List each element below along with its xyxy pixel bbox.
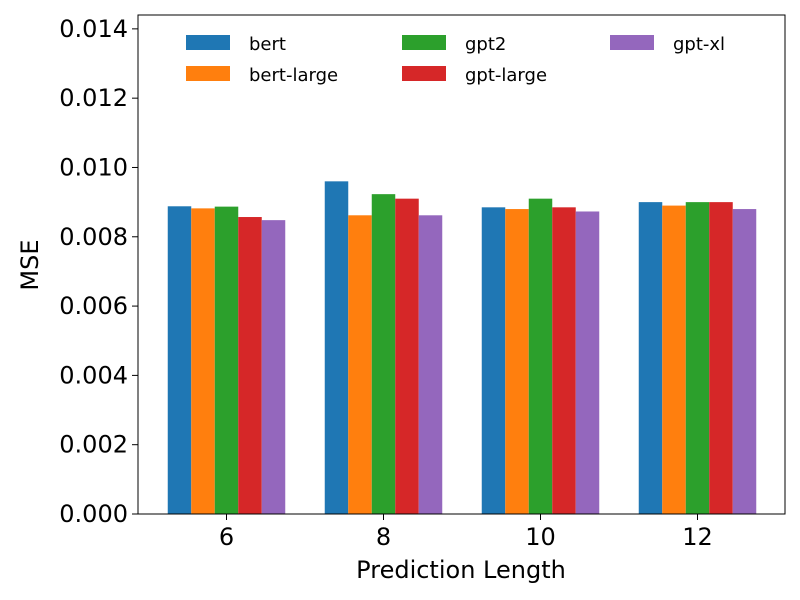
- legend-label-bert-large: bert-large: [249, 65, 338, 86]
- y-tick-label: 0.008: [59, 223, 128, 251]
- bar-gpt-large-10: [552, 207, 576, 514]
- x-axis-label: Prediction Length: [356, 556, 566, 584]
- bar-bert-8: [324, 181, 349, 515]
- bar-bert-6: [167, 206, 192, 515]
- y-tick-label: 0.002: [59, 431, 128, 459]
- y-tick-label: 0.000: [59, 500, 128, 528]
- bar-gpt-xl-12: [732, 209, 757, 515]
- x-tick-label: 8: [376, 523, 391, 551]
- bar-gpt-large-6: [238, 217, 262, 514]
- legend-swatch-bert: [186, 35, 230, 50]
- bar-gpt-xl-8: [418, 215, 443, 514]
- legend-swatch-bert-large: [186, 66, 230, 81]
- bar-gpt-xl-10: [575, 211, 600, 514]
- bar-gpt2-6: [214, 206, 239, 514]
- bar-gpt-xl-6: [261, 220, 286, 514]
- bar-gpt-large-12: [709, 202, 733, 514]
- plot-frame: [137, 14, 786, 515]
- legend-swatch-gpt-xl: [610, 35, 654, 50]
- x-tick-label: 10: [525, 523, 556, 551]
- legend-label-gpt-large: gpt-large: [465, 65, 547, 86]
- bar-gpt2-12: [685, 202, 710, 514]
- legend-swatch-gpt2: [402, 35, 446, 50]
- legend-label-gpt2: gpt2: [465, 34, 506, 55]
- legend-swatch-gpt-large: [402, 66, 446, 81]
- bar-bert-large-8: [348, 215, 372, 514]
- legend-label-gpt-xl: gpt-xl: [673, 34, 725, 55]
- x-tick-label: 12: [682, 523, 713, 551]
- bar-bert-large-10: [505, 209, 529, 515]
- bar-bert-10: [481, 207, 506, 514]
- bars-group: [167, 181, 757, 515]
- x-axis: 6 8 10 12: [219, 514, 713, 551]
- legend-label-bert: bert: [249, 34, 286, 55]
- bar-bert-large-12: [662, 205, 686, 514]
- y-axis: 0.000 0.002 0.004 0.006 0.008 0.010 0.012 0.014: [59, 15, 138, 528]
- y-tick-label: 0.012: [59, 84, 128, 112]
- x-tick-label: 6: [219, 523, 234, 551]
- bar-gpt2-10: [528, 198, 553, 514]
- y-tick-label: 0.006: [59, 292, 128, 320]
- bar-gpt2-8: [371, 194, 396, 515]
- bar-gpt-large-8: [395, 198, 419, 514]
- y-tick-label: 0.004: [59, 361, 128, 389]
- legend: bert bert-large gpt2 gpt-large gpt-xl: [186, 34, 725, 86]
- bar-bert-large-6: [191, 208, 215, 515]
- y-tick-label: 0.014: [59, 15, 128, 43]
- y-axis-label: MSE: [16, 239, 44, 290]
- y-tick-label: 0.010: [59, 153, 128, 181]
- bar-bert-12: [638, 202, 663, 514]
